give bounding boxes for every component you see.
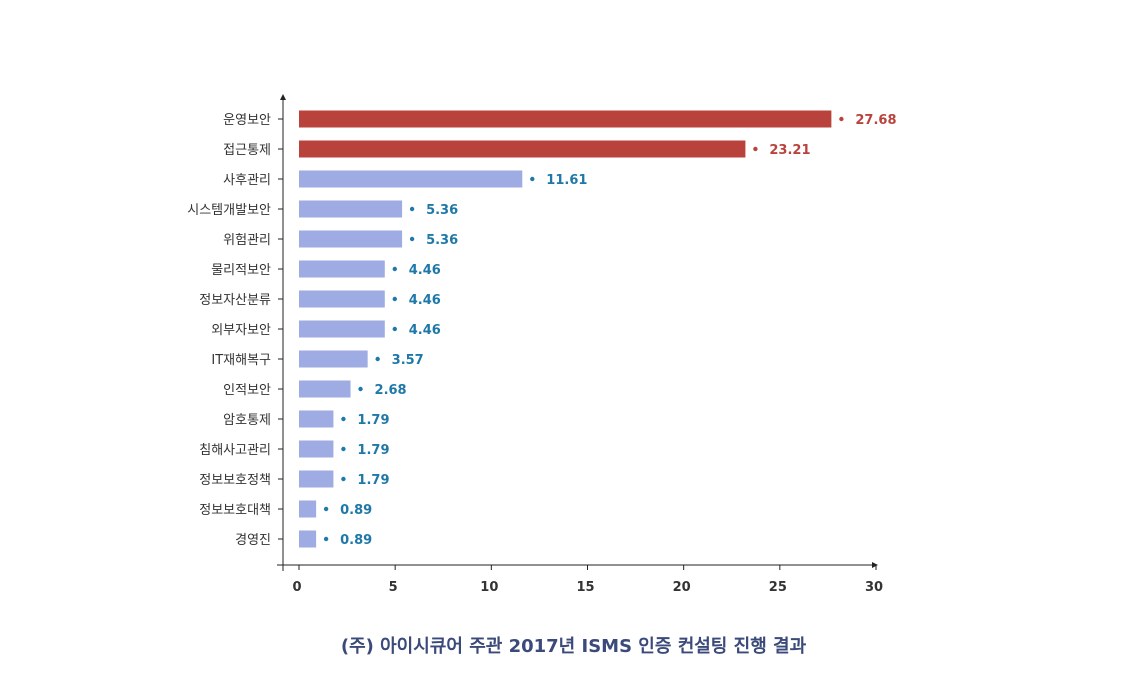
x-tick-label: 20 bbox=[673, 580, 691, 595]
x-tick-label: 30 bbox=[865, 580, 883, 595]
chart-axes bbox=[277, 94, 878, 571]
category-label: 접근통제 bbox=[223, 143, 271, 158]
y-axis-arrow bbox=[280, 94, 286, 100]
x-tick-label: 15 bbox=[576, 580, 594, 595]
x-tick-label: 25 bbox=[769, 580, 787, 595]
category-label: 외부자보안 bbox=[211, 323, 271, 338]
bar bbox=[299, 470, 334, 488]
value-marker-dot bbox=[392, 296, 397, 302]
category-label: 정보보호대책 bbox=[199, 503, 271, 518]
category-label: 경영진 bbox=[235, 533, 271, 548]
value-label: 1.79 bbox=[357, 443, 389, 458]
value-label: 23.21 bbox=[769, 143, 810, 158]
category-label: 시스템개발보안 bbox=[187, 203, 271, 218]
value-label: 1.79 bbox=[357, 413, 389, 428]
bar bbox=[299, 440, 334, 458]
category-label: 정보자산분류 bbox=[199, 293, 271, 308]
value-label: 4.46 bbox=[409, 293, 441, 308]
value-label: 27.68 bbox=[855, 113, 896, 128]
category-label: 암호통제 bbox=[223, 413, 271, 428]
value-marker-dot bbox=[409, 236, 415, 242]
category-label: 정보보호정책 bbox=[199, 473, 271, 488]
value-marker-dot bbox=[392, 326, 397, 332]
bar bbox=[299, 110, 832, 128]
value-label: 5.36 bbox=[426, 233, 458, 248]
bar bbox=[299, 230, 403, 248]
bar bbox=[299, 140, 746, 158]
bar bbox=[299, 500, 317, 518]
value-marker-dot bbox=[358, 386, 363, 392]
bar bbox=[299, 170, 523, 188]
bar bbox=[299, 290, 385, 308]
category-label: 물리적보안 bbox=[211, 263, 271, 278]
value-marker-dot bbox=[341, 446, 346, 452]
chart-caption: (주) 아이시큐어 주관 2017년 ISMS 인증 컨설팅 진행 결과 bbox=[340, 636, 807, 657]
x-tick-label: 5 bbox=[389, 580, 398, 595]
x-axis-arrow bbox=[872, 562, 878, 568]
value-label: 0.89 bbox=[340, 533, 372, 548]
value-marker-dot bbox=[530, 176, 535, 182]
bar bbox=[299, 260, 385, 278]
bar bbox=[299, 320, 385, 338]
category-label: 위험관리 bbox=[223, 233, 271, 248]
value-label: 2.68 bbox=[375, 383, 407, 398]
value-marker-dot bbox=[392, 266, 397, 272]
value-label: 4.46 bbox=[409, 263, 441, 278]
category-label: 운영보안 bbox=[223, 113, 271, 128]
value-marker-dot bbox=[323, 506, 329, 512]
value-label: 3.57 bbox=[392, 353, 424, 368]
value-marker-dot bbox=[839, 116, 844, 122]
category-label: 인적보안 bbox=[223, 383, 271, 398]
value-label: 0.89 bbox=[340, 503, 372, 518]
chart-bars bbox=[299, 110, 832, 548]
category-label: 사후관리 bbox=[223, 173, 271, 188]
value-label: 1.79 bbox=[357, 473, 389, 488]
category-label: 침해사고관리 bbox=[199, 443, 271, 458]
value-labels: 27.68 23.21 11.61 5.36 5.36 4.46 4.46 4.46 3.57 2… bbox=[323, 113, 897, 548]
value-label: 5.36 bbox=[426, 203, 458, 218]
bar bbox=[299, 350, 368, 368]
value-label: 11.61 bbox=[546, 173, 587, 188]
bar bbox=[299, 200, 403, 218]
value-marker-dot bbox=[375, 356, 380, 362]
value-marker-dot bbox=[409, 206, 415, 212]
bar bbox=[299, 410, 334, 428]
category-label: IT재해복구 bbox=[211, 353, 271, 368]
x-tick-label: 0 bbox=[292, 580, 301, 595]
value-marker-dot bbox=[753, 146, 758, 152]
value-label: 4.46 bbox=[409, 323, 441, 338]
value-marker-dot bbox=[341, 416, 346, 422]
value-marker-dot bbox=[323, 536, 329, 542]
x-tick-label: 10 bbox=[480, 580, 498, 595]
x-axis-ticks: 0 5 10 15 20 25 30 bbox=[292, 565, 883, 595]
value-marker-dot bbox=[341, 476, 346, 482]
bar bbox=[299, 380, 351, 398]
bar bbox=[299, 530, 317, 548]
